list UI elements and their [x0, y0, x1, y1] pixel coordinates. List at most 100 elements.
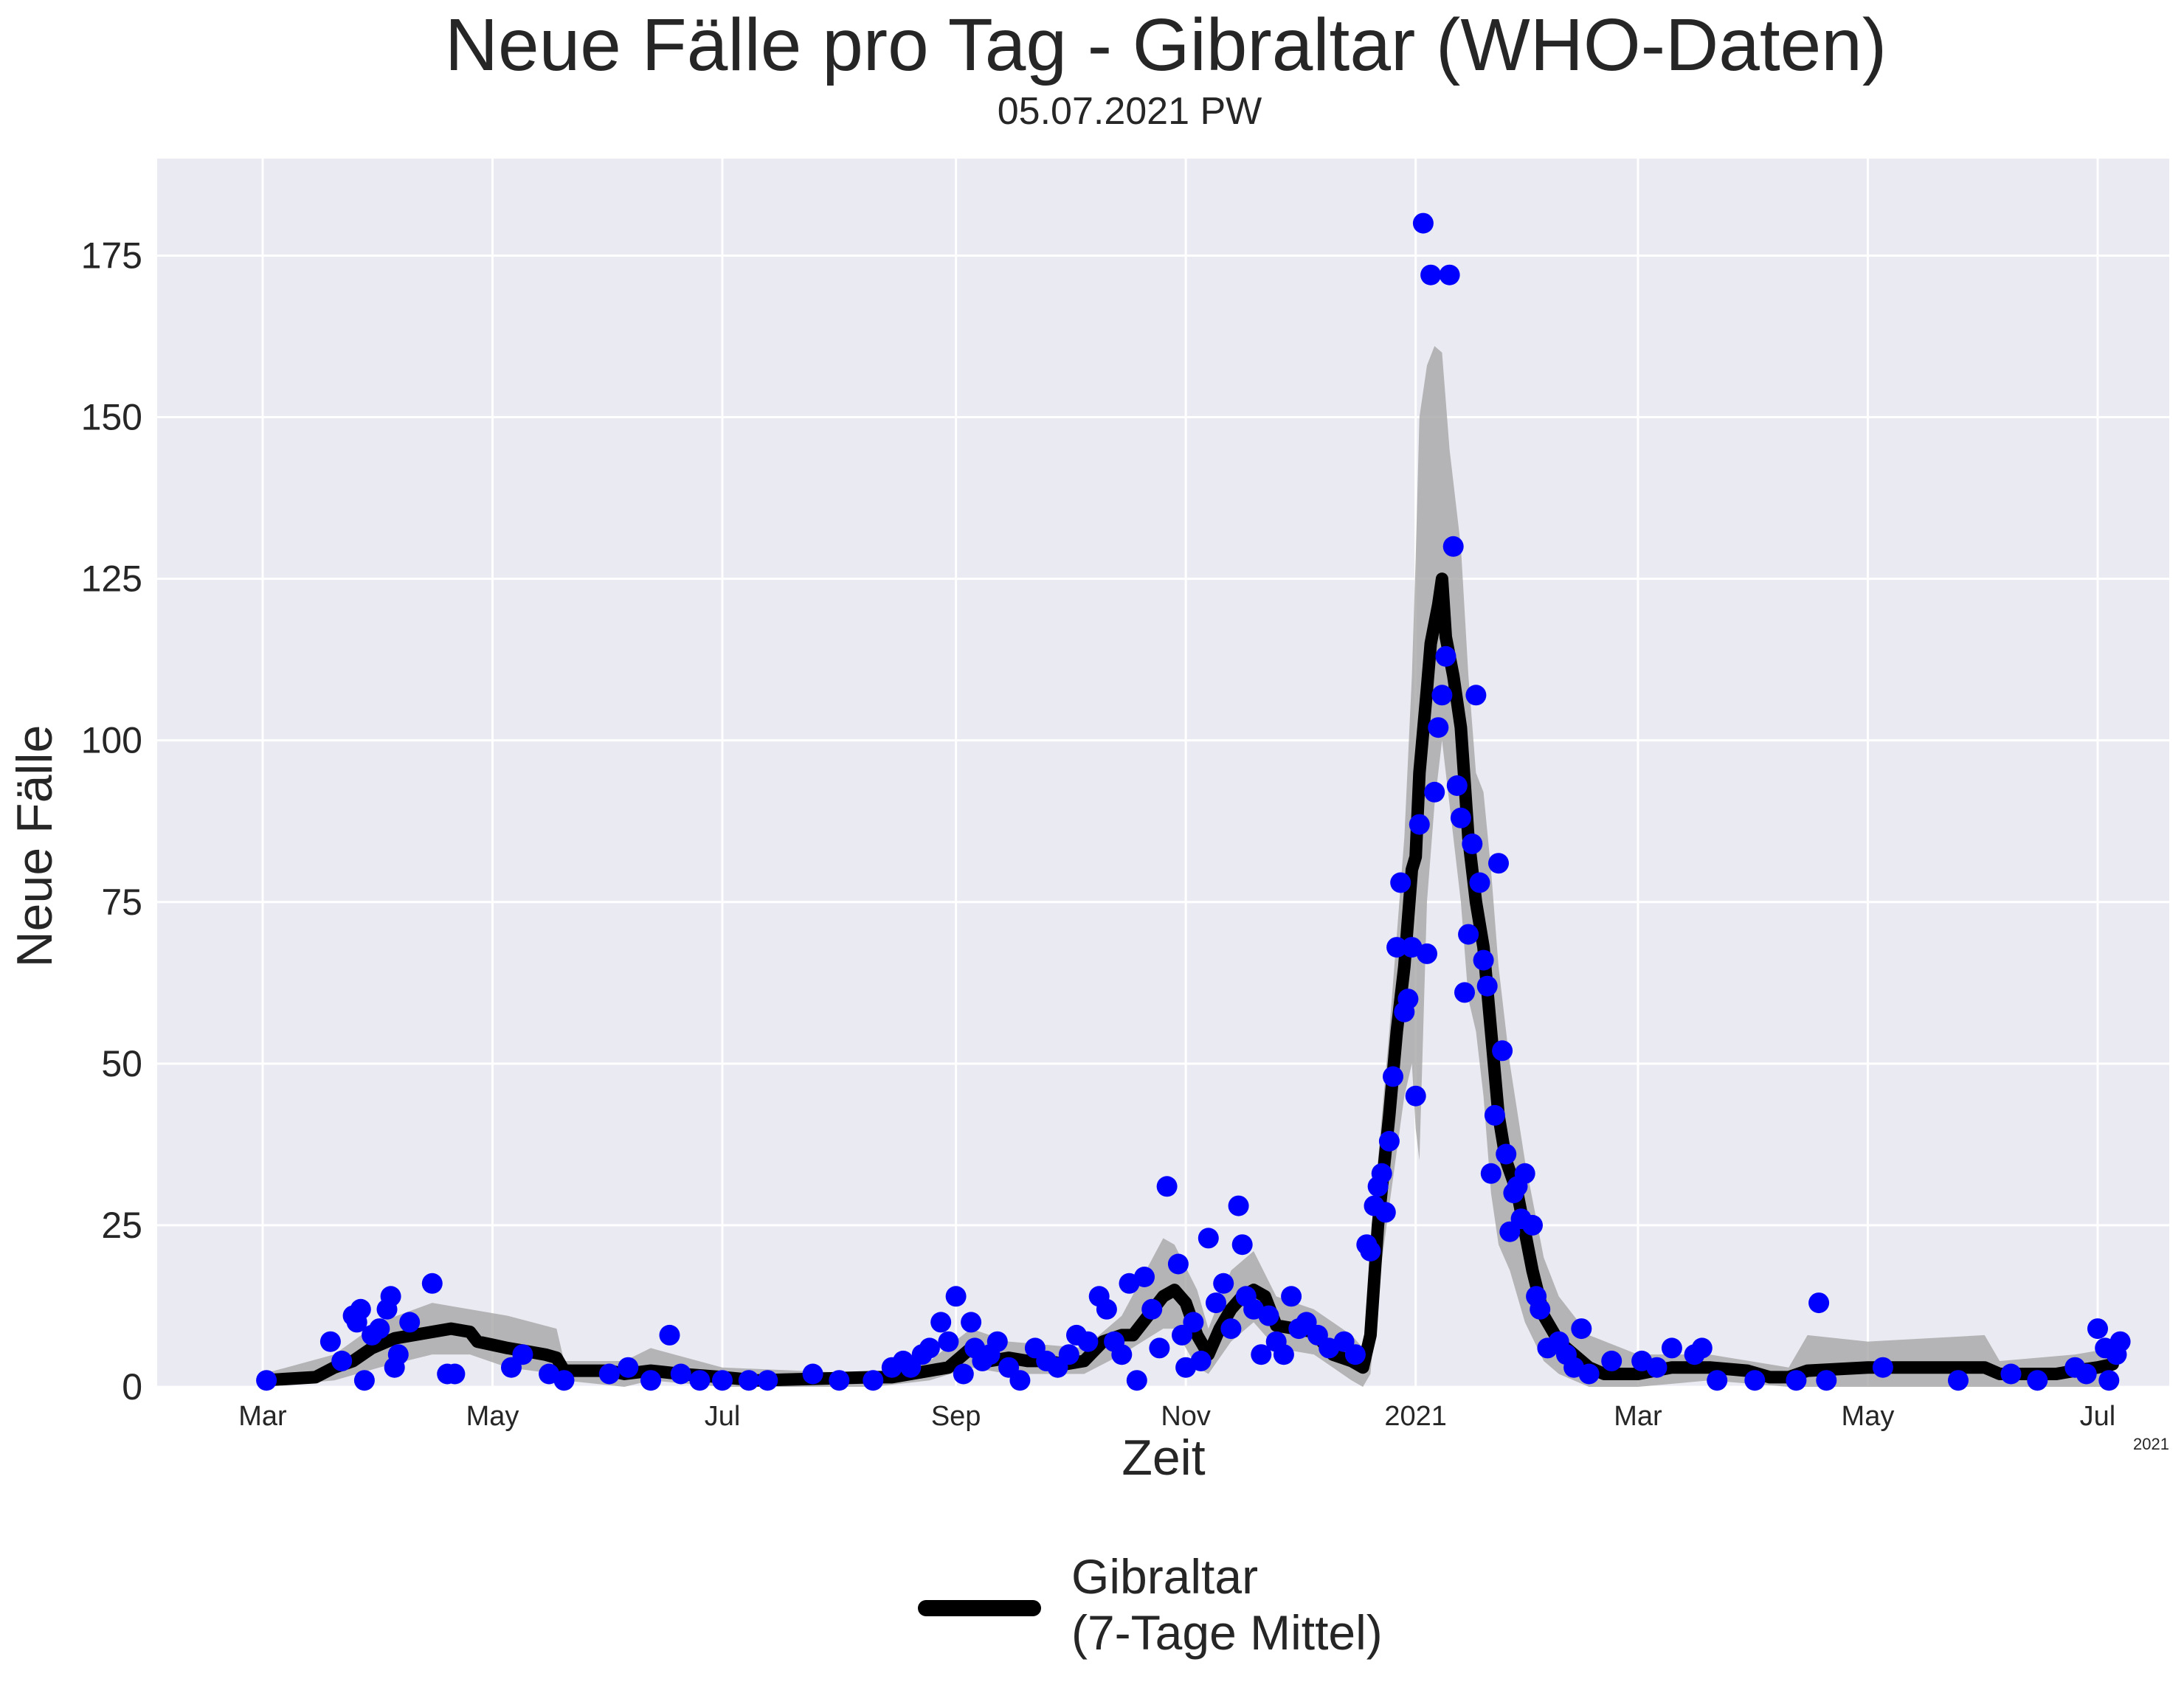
- data-point: [331, 1350, 353, 1371]
- x-offset-label: 2021: [2133, 1435, 2169, 1453]
- data-point: [1183, 1312, 1204, 1333]
- x-tick-label: May: [1842, 1401, 1895, 1432]
- legend: Gibraltar (7-Tage Mittel): [918, 1549, 1383, 1660]
- data-point: [512, 1344, 533, 1365]
- data-point: [640, 1370, 661, 1391]
- data-point: [1522, 1214, 1543, 1236]
- data-point: [387, 1344, 409, 1365]
- data-point: [2076, 1363, 2097, 1385]
- data-point: [1134, 1267, 1155, 1287]
- data-point: [1492, 1040, 1513, 1062]
- data-point: [930, 1312, 952, 1333]
- data-point: [919, 1337, 940, 1359]
- data-point: [350, 1298, 371, 1320]
- data-point: [1149, 1337, 1170, 1359]
- data-point: [1786, 1370, 1807, 1391]
- data-point: [1405, 1085, 1426, 1107]
- data-point: [1409, 814, 1430, 835]
- data-point: [1469, 872, 1490, 893]
- y-tick-label: 100: [81, 720, 142, 761]
- data-point: [802, 1363, 823, 1385]
- data-point: [1077, 1331, 1099, 1352]
- data-point: [1578, 1363, 1600, 1385]
- data-point: [1646, 1357, 1668, 1378]
- legend-label: Gibraltar (7-Tage Mittel): [1071, 1549, 1383, 1660]
- data-point: [1601, 1350, 1623, 1371]
- data-point: [1744, 1370, 1766, 1391]
- data-point: [319, 1331, 341, 1352]
- data-point: [1948, 1370, 1969, 1391]
- data-point: [1428, 717, 1449, 738]
- data-point: [1424, 781, 1445, 803]
- data-point: [1435, 645, 1456, 667]
- data-point: [1473, 949, 1494, 971]
- data-point: [1213, 1273, 1234, 1294]
- data-point: [1450, 807, 1471, 828]
- x-tick-label: May: [466, 1401, 519, 1432]
- data-point: [1190, 1350, 1212, 1371]
- data-point: [670, 1363, 691, 1385]
- data-point: [1386, 937, 1408, 958]
- data-point: [1420, 264, 1442, 285]
- y-tick-label: 150: [81, 397, 142, 438]
- data-point: [1206, 1292, 1226, 1314]
- data-point: [1458, 924, 1479, 945]
- data-point: [1009, 1370, 1031, 1391]
- legend-label-line: (7-Tage Mittel): [1071, 1605, 1383, 1660]
- data-point: [1156, 1176, 1178, 1197]
- data-point: [1514, 1163, 1535, 1184]
- data-point: [1442, 536, 1464, 557]
- data-point: [1397, 989, 1419, 1010]
- grid-lines: [157, 159, 2169, 1388]
- y-axis-label: Neue Fälle: [7, 725, 63, 968]
- data-point: [2087, 1318, 2108, 1340]
- data-point: [2027, 1370, 2048, 1391]
- data-point: [1691, 1337, 1713, 1359]
- data-point: [1360, 1241, 1381, 1261]
- y-tick-label: 175: [81, 235, 142, 276]
- data-point: [1251, 1344, 1272, 1365]
- y-tick-label: 50: [101, 1043, 142, 1084]
- data-point: [863, 1370, 884, 1391]
- data-point: [1816, 1370, 1837, 1391]
- x-tick-label: Sep: [931, 1401, 981, 1432]
- data-point: [1488, 853, 1509, 874]
- x-tick-label: Nov: [1161, 1401, 1211, 1432]
- data-point: [369, 1318, 390, 1340]
- data-point: [598, 1363, 620, 1385]
- data-point: [738, 1370, 759, 1391]
- data-point: [689, 1370, 711, 1391]
- data-point: [1571, 1318, 1592, 1340]
- data-point: [986, 1331, 1008, 1352]
- data-point: [618, 1357, 639, 1378]
- data-point: [712, 1370, 733, 1391]
- data-point: [757, 1370, 778, 1391]
- data-point: [399, 1312, 421, 1333]
- data-point: [1344, 1344, 1366, 1365]
- data-point: [1808, 1292, 1830, 1314]
- data-point: [1231, 1234, 1253, 1256]
- data-point: [945, 1286, 967, 1307]
- data-point: [961, 1312, 982, 1333]
- legend-label-line: Gibraltar: [1071, 1549, 1258, 1604]
- y-tick-label: 25: [101, 1205, 142, 1246]
- data-point: [256, 1370, 277, 1391]
- data-point: [380, 1286, 401, 1307]
- data-point: [1412, 212, 1434, 234]
- data-point: [1484, 1104, 1505, 1126]
- data-point: [421, 1273, 443, 1294]
- data-point: [1273, 1344, 1294, 1365]
- data-point: [1220, 1318, 1242, 1340]
- data-point: [1465, 685, 1487, 706]
- data-point: [1417, 943, 1437, 964]
- y-axis-ticks: 0 25 50 75 100 125 150 175: [81, 235, 142, 1408]
- data-point: [1496, 1143, 1517, 1165]
- data-point: [1258, 1305, 1279, 1326]
- chart-subtitle: 05.07.2021 PW: [998, 90, 1262, 133]
- x-tick-label: Jul: [2080, 1401, 2116, 1432]
- data-point: [1371, 1163, 1392, 1184]
- data-point: [1141, 1298, 1163, 1320]
- data-point: [1661, 1337, 1682, 1359]
- data-point: [353, 1370, 375, 1391]
